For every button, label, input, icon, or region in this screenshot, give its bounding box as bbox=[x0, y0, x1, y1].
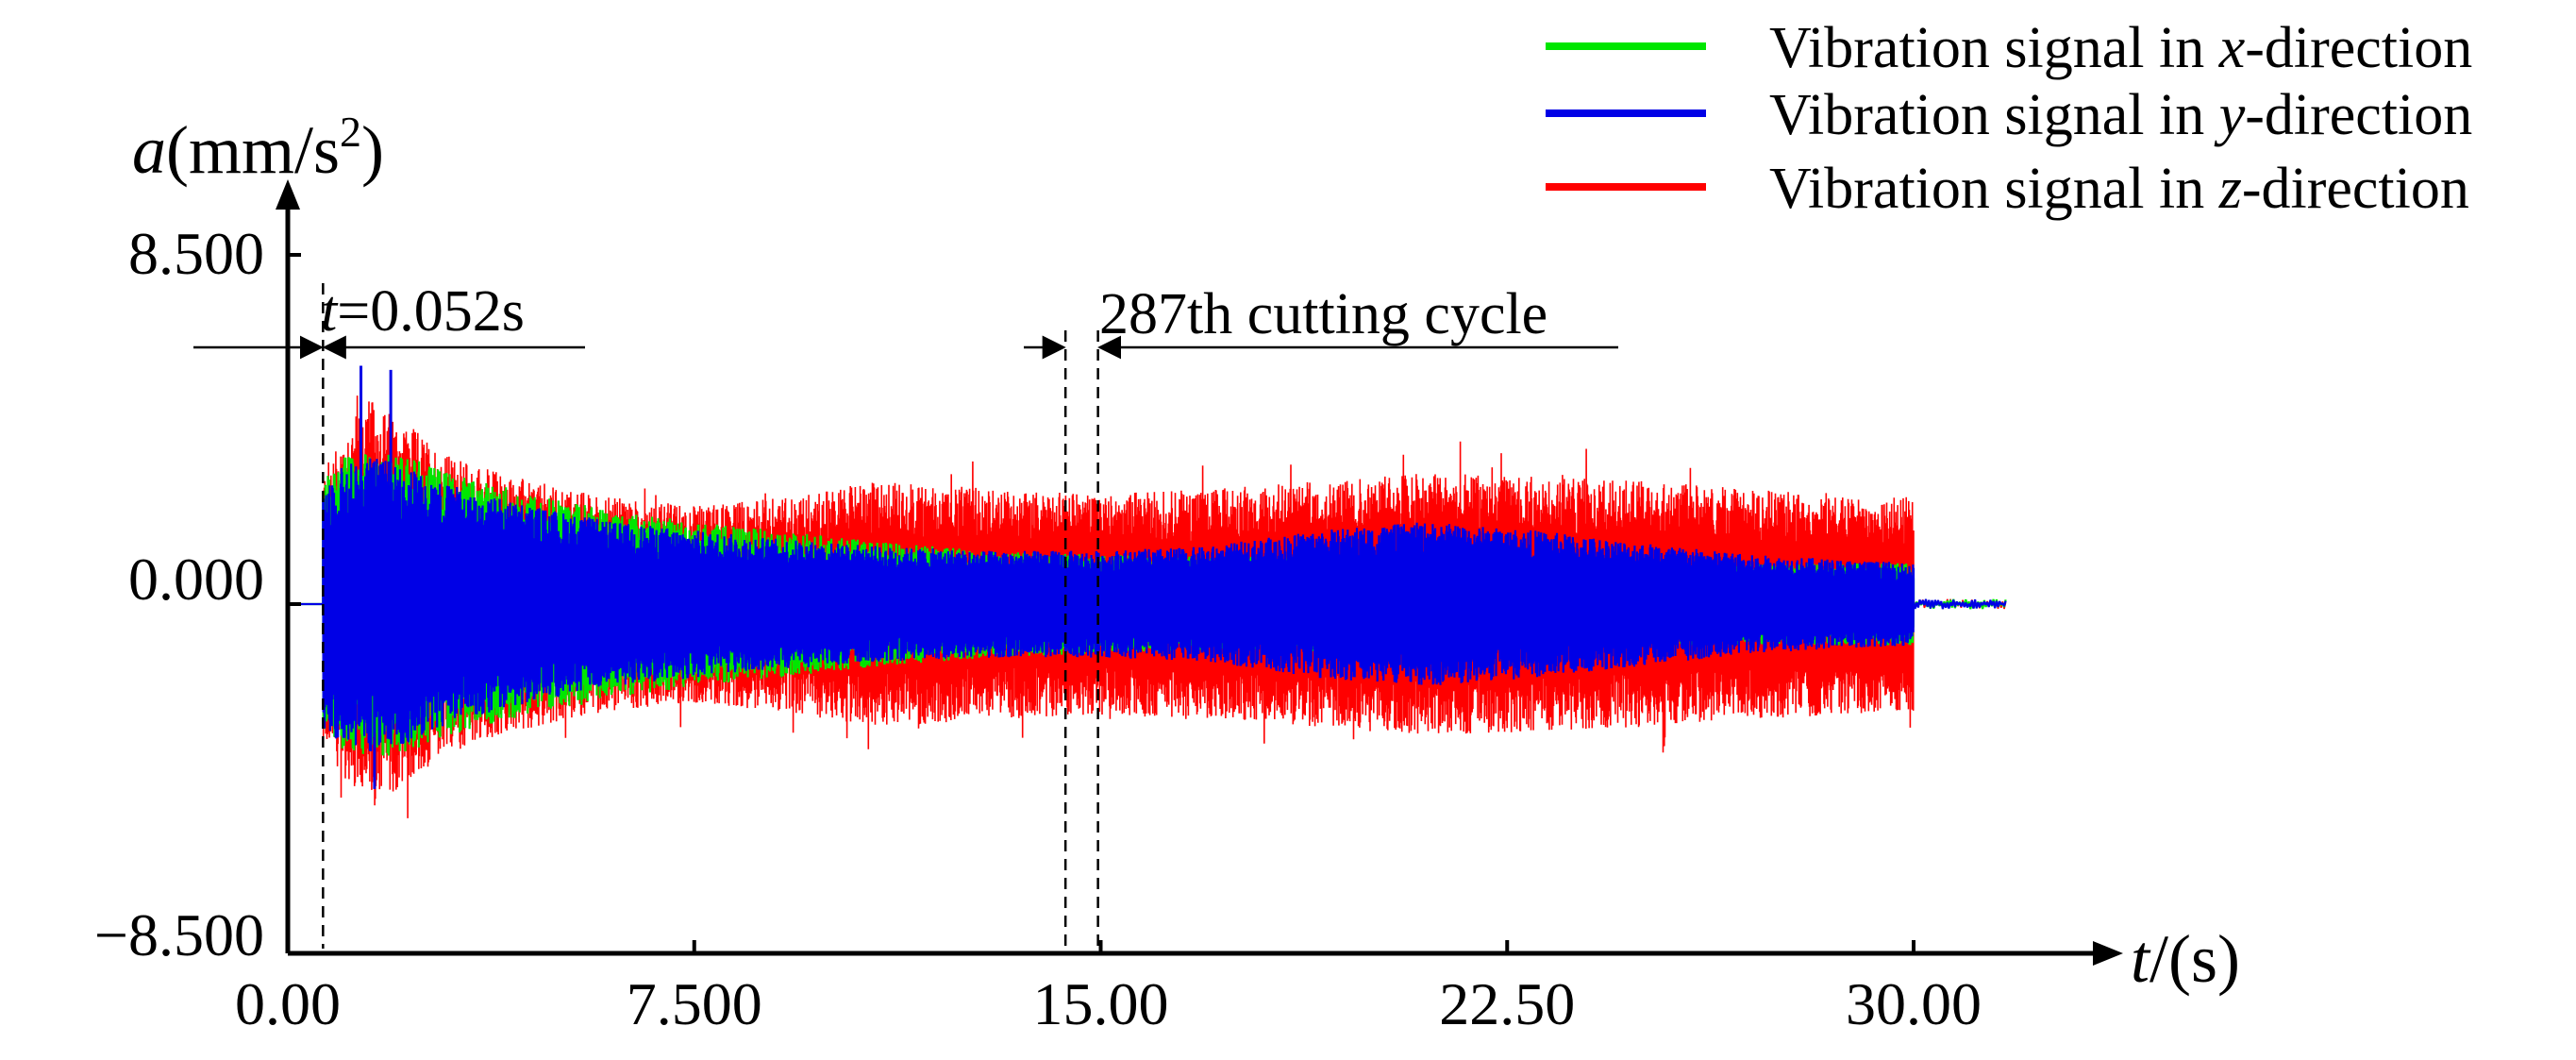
x-tick-label: 0.00 bbox=[235, 970, 341, 1037]
legend-x-prefix: Vibration signal in bbox=[1769, 16, 2219, 80]
legend-x-suffix: -direction bbox=[2245, 16, 2472, 80]
y-label-unit-open: (mm/s bbox=[166, 112, 340, 188]
x-label-var: t bbox=[2131, 921, 2151, 997]
y-axis-label: a(mm/s2) bbox=[132, 108, 384, 188]
annotation-delay-var: t bbox=[321, 279, 339, 344]
y-tick-label: 0.000 bbox=[128, 546, 264, 613]
legend-z-letter: z bbox=[2218, 157, 2242, 221]
legend-x-letter: x bbox=[2218, 16, 2246, 80]
legend-z-suffix: -direction bbox=[2242, 157, 2469, 221]
legend-y-letter: y bbox=[2214, 83, 2246, 147]
legend-label-x: Vibration signal in x-direction bbox=[1769, 16, 2472, 80]
x-tick-label: 7.500 bbox=[627, 970, 762, 1037]
x-tick-label: 15.00 bbox=[1033, 970, 1169, 1037]
annotation-cycle-text: 287th cutting cycle bbox=[1099, 282, 1547, 346]
x-tick-label: 22.50 bbox=[1439, 970, 1575, 1037]
x-tick-label: 30.00 bbox=[1846, 970, 1982, 1037]
legend: Vibration signal in x-direction Vibratio… bbox=[1546, 16, 2472, 221]
series-trace-y bbox=[288, 458, 2007, 752]
legend-z-prefix: Vibration signal in bbox=[1769, 157, 2219, 221]
annotation-lines bbox=[193, 283, 1618, 949]
y-tick-label: −8.500 bbox=[94, 901, 264, 968]
x-tick-labels: 0.00 7.500 15.00 22.50 30.00 bbox=[235, 940, 1982, 1037]
annotation-delay-text: t=0.052s bbox=[321, 279, 525, 344]
legend-y-suffix: -direction bbox=[2245, 83, 2472, 147]
x-label-unit: /(s) bbox=[2149, 921, 2240, 997]
y-tick-labels: 8.500 0.000 −8.500 bbox=[94, 220, 301, 968]
x-axis-label: t/(s) bbox=[2131, 921, 2240, 997]
y-axis-arrowhead bbox=[276, 179, 300, 210]
y-label-var: a bbox=[132, 112, 166, 188]
annotation-delay-rest: =0.052s bbox=[337, 279, 525, 344]
signal-traces bbox=[288, 365, 2007, 818]
y-label-unit-sup: 2 bbox=[340, 108, 361, 156]
x-axis-arrowhead bbox=[2093, 941, 2123, 966]
y-tick-label: 8.500 bbox=[128, 220, 264, 287]
legend-y-prefix: Vibration signal in bbox=[1769, 83, 2219, 147]
legend-label-y: Vibration signal in y-direction bbox=[1769, 83, 2472, 147]
y-label-unit-close: ) bbox=[361, 112, 384, 188]
legend-label-z: Vibration signal in z-direction bbox=[1769, 157, 2469, 221]
